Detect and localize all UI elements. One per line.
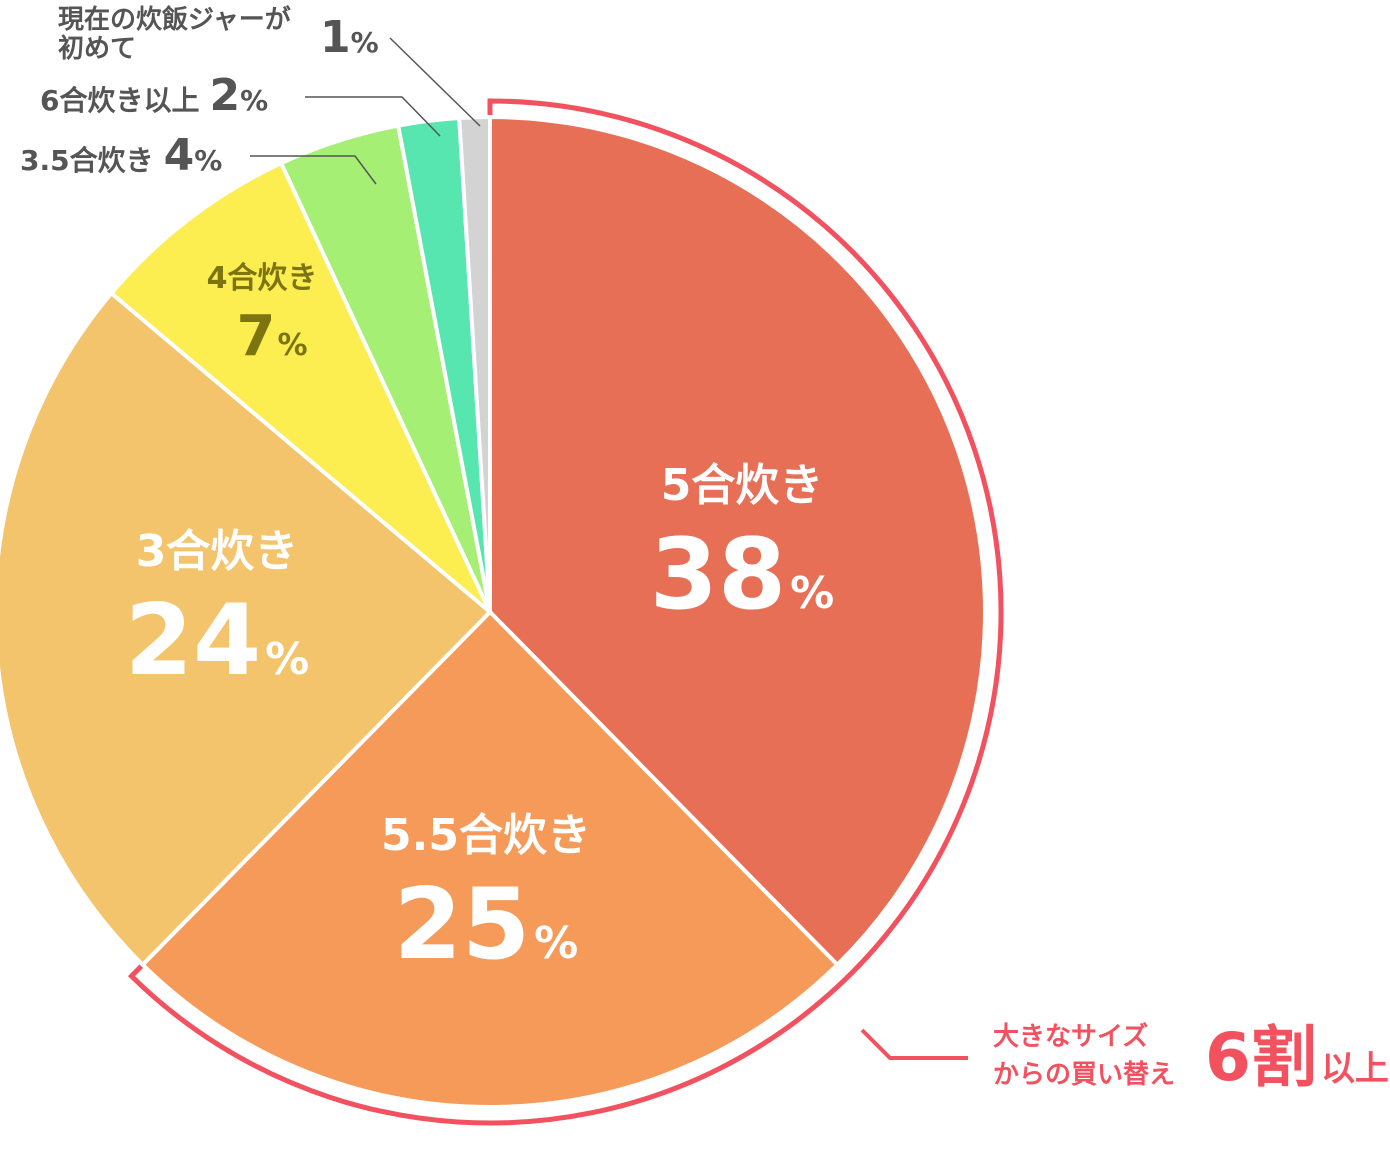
pie-slice-1 <box>139 609 841 1109</box>
value-number: 2 <box>209 70 240 121</box>
value-number: 24 <box>125 584 261 698</box>
value-unit: % <box>240 84 268 117</box>
leader-lines <box>250 37 968 1060</box>
value-unit: % <box>265 634 309 685</box>
highlight-leader-line <box>860 1028 968 1060</box>
value-number: 4 <box>164 130 195 181</box>
slice-label-5-5go: 5.5合炊き <box>381 810 591 861</box>
slice-label-4go: 4合炊き <box>207 261 318 296</box>
leader-6go-plus <box>305 96 441 137</box>
slice-label-first-time-line2: 初めて <box>58 34 136 64</box>
value-unit: % <box>194 144 222 177</box>
highlight-outline-group <box>127 98 1004 1126</box>
highlight-big-text: 6割 以上 <box>1205 1019 1389 1096</box>
slice-label-6go-plus: 6合炊き以上 2% <box>40 70 268 121</box>
highlight-caption-line1: 大きなサイズ <box>993 1021 1148 1052</box>
value-unit: % <box>277 328 307 363</box>
value-unit: % <box>790 568 834 619</box>
highlight-outline <box>127 98 1004 1126</box>
leader-3-5go <box>250 155 377 185</box>
leader-first-time <box>389 37 481 127</box>
label-text: 3.5合炊き <box>20 144 154 177</box>
slice-label-3go: 3合炊き <box>136 526 299 577</box>
value-number: 7 <box>236 304 275 369</box>
pie-slice-6 <box>457 114 492 613</box>
pie-slice-2 <box>0 290 493 968</box>
highlight-suffix: 以上 <box>1321 1049 1389 1089</box>
label-text: 6合炊き以上 <box>40 84 199 117</box>
slice-value-5-5go: 25% <box>394 868 578 982</box>
value-number: 1 <box>320 12 351 63</box>
slice-value-3go: 24% <box>125 584 309 698</box>
slice-label-5go: 5合炊き <box>661 460 824 511</box>
value-number: 38 <box>650 518 786 632</box>
value-unit: % <box>351 26 379 59</box>
highlight-big: 6割 <box>1205 1019 1317 1096</box>
slice-value-5go: 38% <box>650 518 834 632</box>
slice-label-3-5go: 3.5合炊き 4% <box>20 130 222 181</box>
pie-slice-0 <box>488 114 987 968</box>
value-number: 25 <box>394 868 530 982</box>
slice-label-first-time-line1: 現在の炊飯ジャーが <box>58 4 291 35</box>
highlight-caption-line2: からの買い替え <box>993 1060 1175 1090</box>
slice-value-4go: 7% <box>236 304 307 369</box>
pie-slice-3 <box>108 160 492 614</box>
pie-slices <box>0 114 987 1109</box>
value-unit: % <box>534 918 578 969</box>
slice-value-first-time: 1% <box>320 12 379 63</box>
